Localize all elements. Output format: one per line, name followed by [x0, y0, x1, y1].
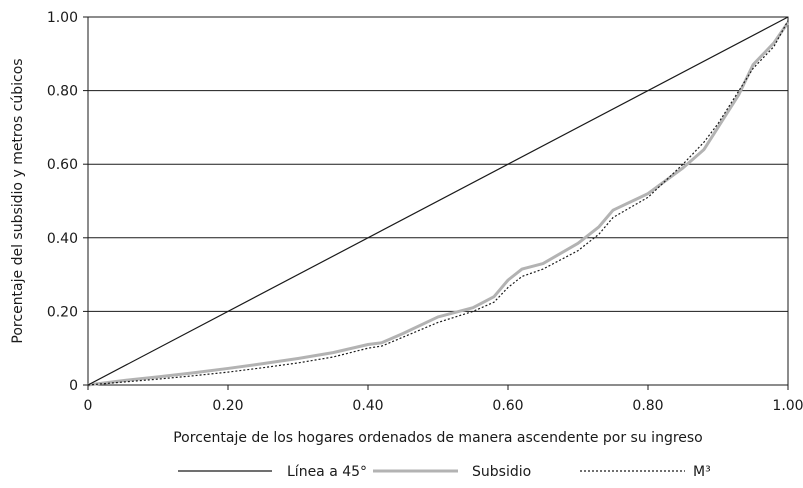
legend-label: M³ — [693, 464, 711, 480]
series-line-2 — [87, 20, 789, 386]
legend: Línea a 45° Subsidio M³ — [178, 464, 711, 480]
x-axis-ticks: 0 0.20 0.40 0.60 0.80 1.00 — [84, 385, 803, 414]
y-tick-label: 0.80 — [47, 84, 78, 100]
x-tick-label: 0.60 — [492, 398, 523, 414]
y-axis-label: Porcentaje del subsidio y metros cúbicos — [10, 58, 26, 343]
x-tick-label: 0.20 — [212, 398, 243, 414]
y-tick-label: 0.60 — [47, 157, 78, 173]
legend-label: Línea a 45° — [287, 464, 367, 480]
series-line-0 — [87, 16, 789, 386]
x-tick-label: 0 — [84, 398, 93, 414]
x-tick-label: 0.80 — [632, 398, 663, 414]
y-tick-label: 0.40 — [47, 231, 78, 247]
gridlines — [88, 90, 788, 312]
x-tick-label: 1.00 — [772, 398, 803, 414]
legend-item-2: M³ — [580, 464, 711, 480]
y-tick-label: 0.20 — [47, 304, 78, 320]
y-axis-ticks: 0 0.20 0.40 0.60 0.80 1.00 — [47, 10, 88, 394]
legend-label: Subsidio — [472, 464, 531, 480]
y-tick-label: 1.00 — [47, 10, 78, 26]
series-line-1 — [87, 21, 790, 387]
x-axis-label: Porcentaje de los hogares ordenados de m… — [173, 430, 703, 446]
y-tick-label: 0 — [69, 378, 78, 394]
series-layer — [87, 16, 790, 387]
x-tick-label: 0.40 — [352, 398, 383, 414]
plot-frame — [87, 16, 789, 386]
legend-item-0: Línea a 45° — [178, 464, 367, 480]
legend-item-1: Subsidio — [373, 464, 531, 480]
